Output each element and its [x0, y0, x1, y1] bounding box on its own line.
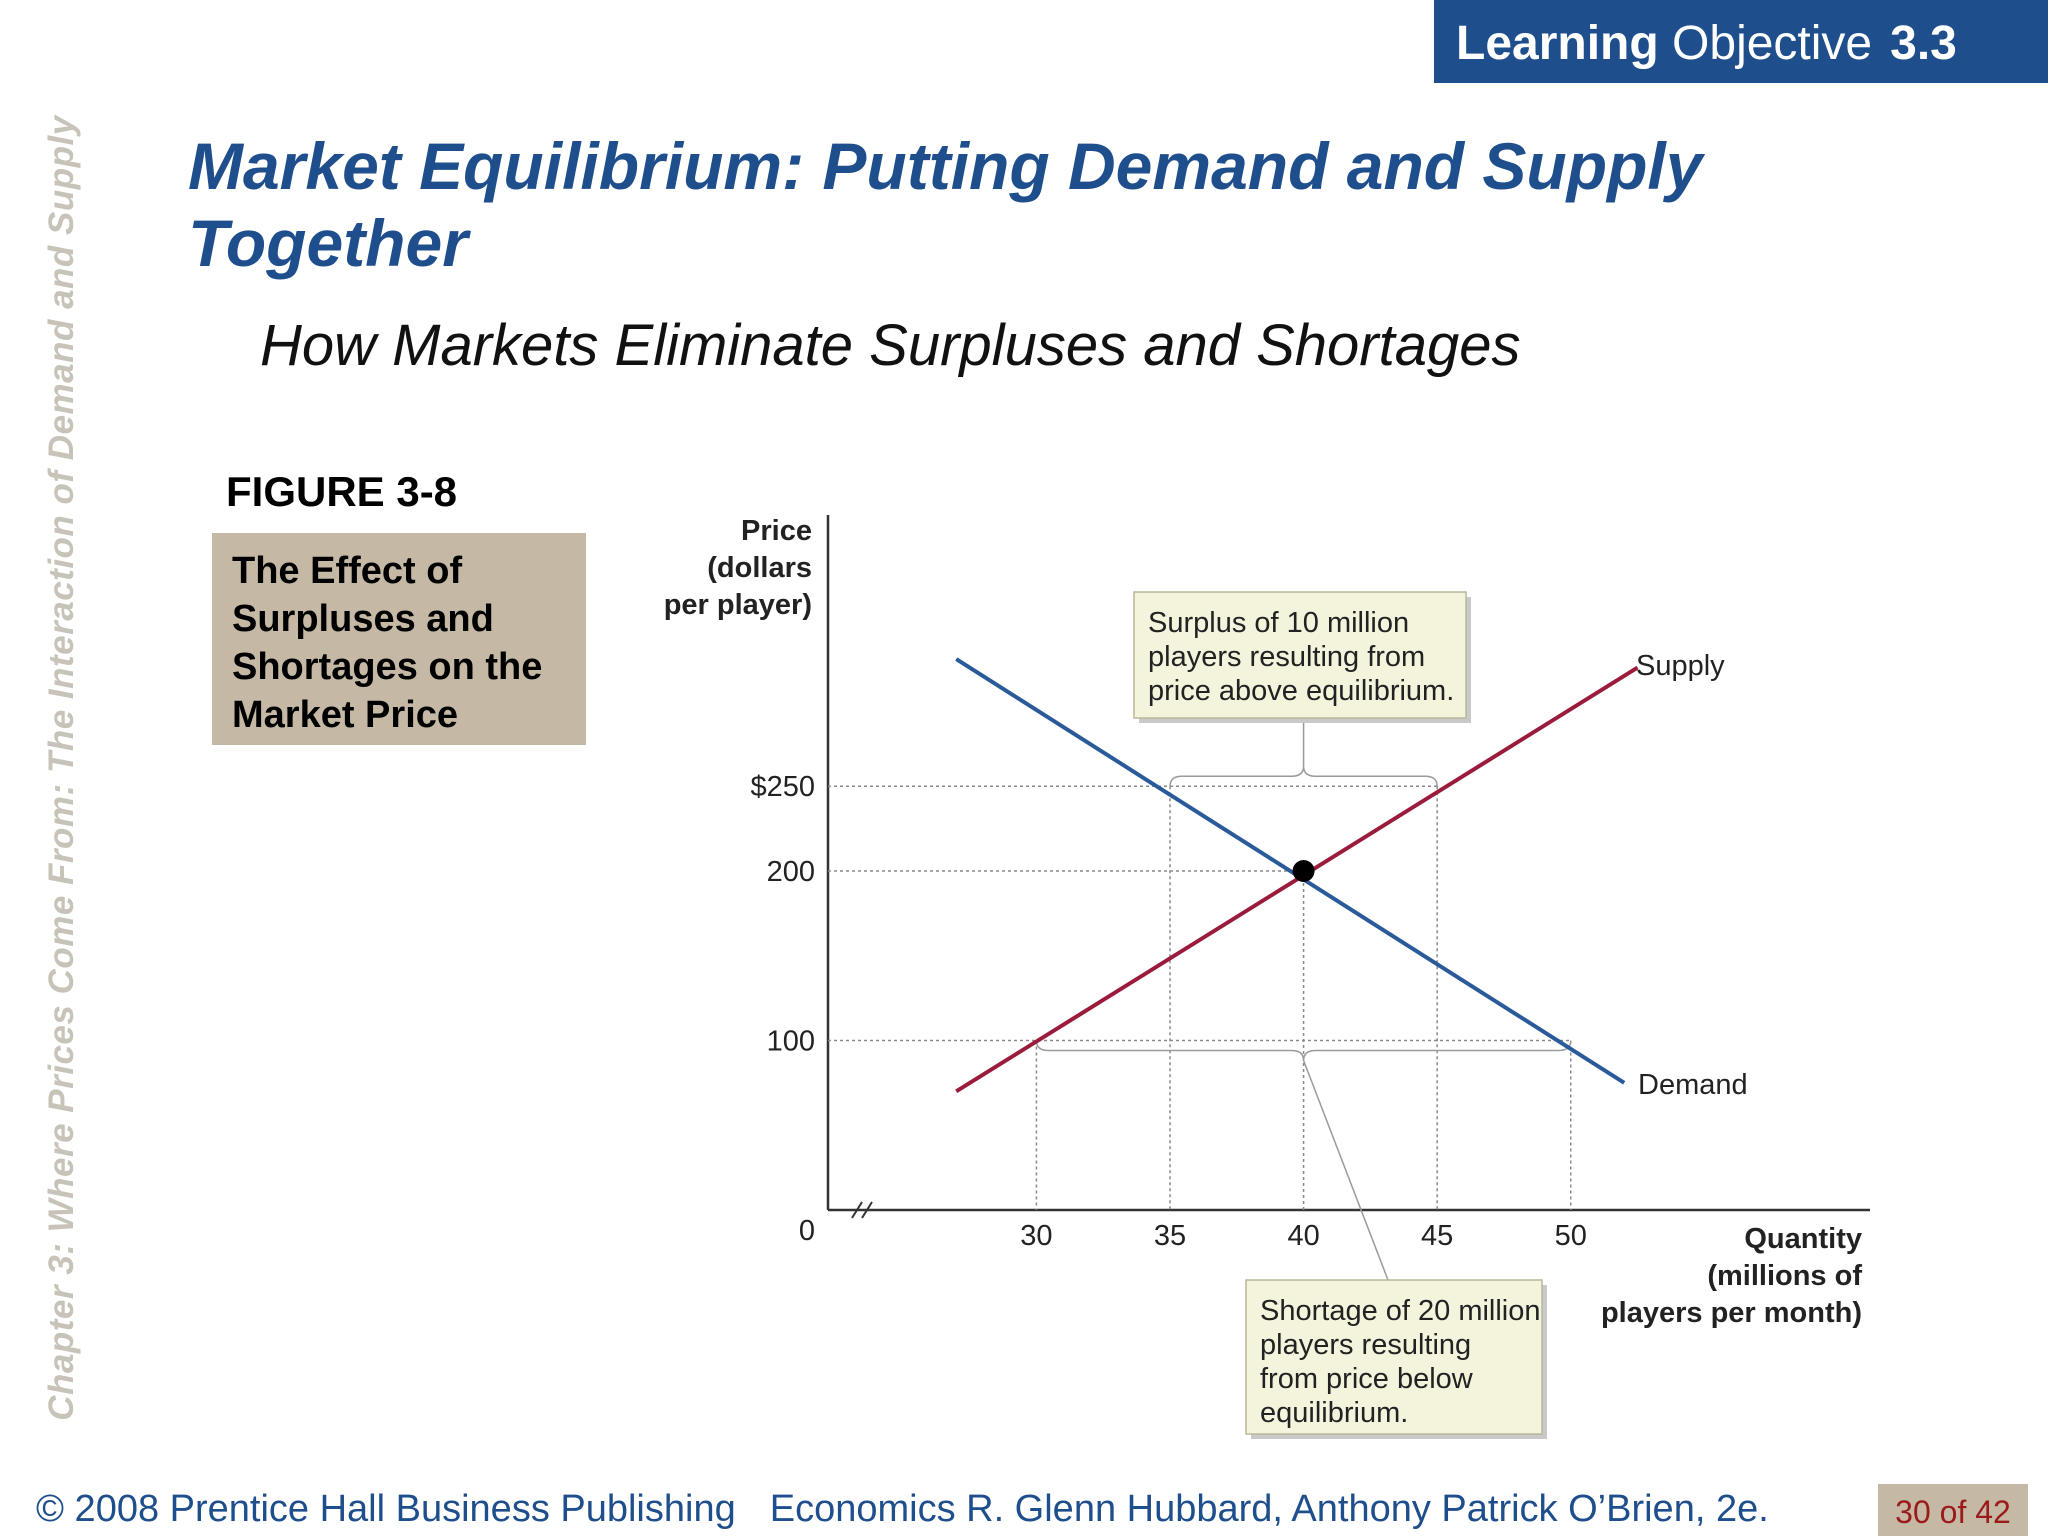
equilibrium-point — [1292, 859, 1315, 882]
shortage-callout-text: players resulting — [1260, 1329, 1471, 1361]
shortage-callout-text: Shortage of 20 million — [1260, 1295, 1541, 1327]
learning-objective-prefix: Learning — [1456, 17, 1659, 70]
shortage-bracket — [1035, 1040, 1572, 1061]
x-axis-label: Quantity — [1744, 1223, 1862, 1255]
y-tick-label: 100 — [767, 1025, 815, 1057]
shortage-callout-text: from price below — [1260, 1363, 1474, 1395]
x-tick-label: 35 — [1154, 1220, 1186, 1252]
surplus-callout-text: Surplus of 10 million — [1148, 607, 1409, 639]
supply-curve-label: Supply — [1636, 650, 1725, 682]
axis-break-mark — [861, 1201, 873, 1219]
surplus-callout-text: price above equilibrium. — [1148, 675, 1454, 707]
figure-caption-line: Surpluses and — [232, 598, 494, 640]
y-tick-label: $250 — [750, 771, 815, 803]
page-number-badge: 30 of 42 — [1878, 1484, 2028, 1536]
footer-publisher: © 2008 Prentice Hall Business Publishing — [36, 1488, 736, 1530]
demand-curve-label: Demand — [1638, 1069, 1748, 1101]
x-tick-label: 30 — [1020, 1220, 1052, 1252]
x-tick-label: 50 — [1555, 1220, 1587, 1252]
learning-objective-banner: Learning Objective 3.3 — [1434, 0, 2048, 83]
y-axis-label: Price — [741, 515, 812, 547]
surplus-callout — [1133, 591, 1467, 719]
demand-curve — [955, 657, 1626, 1085]
figure-caption: The Effect of Surpluses and Shortages on… — [212, 533, 586, 745]
y-tick-label: 200 — [767, 856, 815, 888]
shortage-callout-text: equilibrium. — [1260, 1397, 1408, 1429]
slide-title: Market Equilibrium: Putting Demand and S… — [188, 128, 1888, 282]
slide-title-line-2: Together — [188, 206, 468, 280]
footer-authors: R. Glenn Hubbard, Anthony Patrick O’Brie… — [966, 1488, 1769, 1530]
shortage-connector — [1302, 1060, 1389, 1281]
surplus-callout-text: players resulting from — [1148, 641, 1425, 673]
x-axis-label: (millions of — [1707, 1260, 1862, 1292]
learning-objective-number: 3.3 — [1890, 17, 1957, 70]
figure-caption-line: Market Price — [232, 694, 459, 736]
slide-subtitle: How Markets Eliminate Surpluses and Shor… — [260, 313, 1521, 378]
origin-label: 0 — [799, 1215, 815, 1247]
surplus-bracket — [1169, 766, 1438, 787]
shortage-callout — [1245, 1279, 1543, 1435]
figure-caption-line: The Effect of — [232, 550, 463, 592]
x-axis-label: players per month) — [1601, 1297, 1862, 1329]
footer: © 2008 Prentice Hall Business Publishing… — [36, 1488, 1769, 1531]
axis-break-mark — [851, 1201, 863, 1219]
x-tick-label: 45 — [1421, 1220, 1453, 1252]
figure-caption-line: Shortages on the — [232, 646, 543, 688]
y-axis-label: per player) — [664, 589, 812, 621]
x-tick-label: 40 — [1287, 1220, 1319, 1252]
learning-objective-word: Objective — [1672, 17, 1873, 70]
y-axis-label: (dollars — [707, 552, 812, 584]
footer-book: Economics — [769, 1488, 956, 1530]
slide-title-line-1: Market Equilibrium: Putting Demand and S… — [188, 129, 1703, 203]
figure-label: FIGURE 3-8 — [226, 468, 458, 515]
